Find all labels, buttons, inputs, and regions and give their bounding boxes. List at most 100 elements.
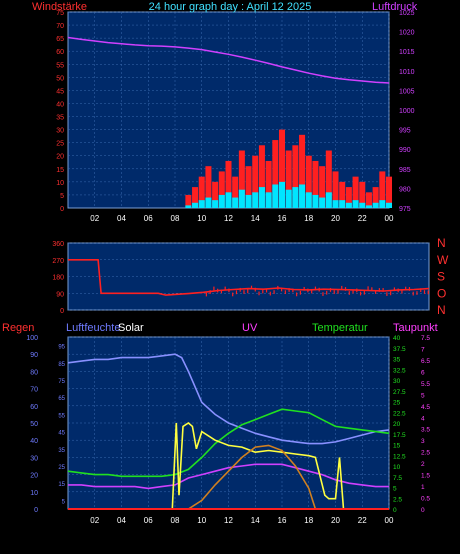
mean-wind-bar <box>325 192 332 208</box>
humidity-tick-label: 75 <box>58 379 65 385</box>
gust-bar <box>319 166 326 208</box>
mean-wind-bar <box>365 205 372 208</box>
x-tick-label: 02 <box>90 516 99 525</box>
luftfeuchte-label: Luftfeuchte <box>66 322 120 334</box>
mean-wind-bar <box>192 202 199 208</box>
humidity-tick-label: 25 <box>58 465 65 471</box>
mean-wind-bar <box>245 194 252 208</box>
gust-bar <box>379 171 386 208</box>
humidity-tick-label: 55 <box>58 413 65 419</box>
mean-wind-bar <box>252 192 259 208</box>
panel-3-left-ticks: 0 10 20 30 40 50 60 70 80 90 100 <box>26 335 38 514</box>
left-tick-label: 50 <box>56 75 64 82</box>
gust-bar <box>205 166 212 208</box>
humidity-tick-label: 5 <box>62 499 66 505</box>
uv-tick-label: 5 <box>421 392 425 399</box>
gust-bar <box>372 187 379 208</box>
gust-bar <box>212 181 219 208</box>
panel-1-right-ticks: 975 980 985 990 995 1000 1005 1010 1015 1020 1025 <box>399 10 415 213</box>
gust-bar <box>312 160 319 208</box>
left-tick-label: 100 <box>26 335 38 342</box>
x-tick-label: 04 <box>117 214 126 223</box>
temperature-tick-label: 32.5 <box>393 367 406 374</box>
left-tick-label: 90 <box>30 352 38 359</box>
panel-3-humidity-ticks: 5 15 25 35 45 55 65 75 85 95 <box>58 345 65 506</box>
right-tick-label: 1010 <box>399 69 415 76</box>
chart-title: 24 hour graph day : April 12 2025 <box>149 1 312 13</box>
temperature-tick-label: 15 <box>393 443 401 450</box>
gust-bar <box>385 176 393 208</box>
x-tick-label: 08 <box>171 214 180 223</box>
uv-tick-label: 5.5 <box>421 381 430 388</box>
temperature-tick-label: 5 <box>393 486 397 493</box>
x-tick-label: 00 <box>385 516 394 525</box>
gust-bar <box>185 194 192 208</box>
left-tick-label: 15 <box>56 167 64 174</box>
temperature-tick-label: 20 <box>393 421 401 428</box>
left-tick-label: 75 <box>56 10 64 17</box>
x-tick-label: 06 <box>144 214 153 223</box>
right-tick-label: 1020 <box>399 30 415 37</box>
gust-bar <box>345 187 352 208</box>
x-tick-label: 06 <box>144 516 153 525</box>
left-tick-label: 25 <box>56 141 64 148</box>
x-tick-label: 16 <box>278 214 287 223</box>
uv-tick-label: 0 <box>421 507 425 514</box>
gust-bar <box>359 181 366 208</box>
uv-tick-label: 0.5 <box>421 496 430 503</box>
uv-tick-label: 4.5 <box>421 404 430 411</box>
temperature-tick-label: 2.5 <box>393 496 402 503</box>
windstaerke-label: Windstärke <box>32 1 87 13</box>
temperature-tick-label: 12.5 <box>393 453 406 460</box>
compass-letter: N <box>437 236 446 250</box>
temperature-tick-label: 27.5 <box>393 389 406 396</box>
uv-tick-label: 6.5 <box>421 358 430 365</box>
humidity-tick-label: 65 <box>58 396 65 402</box>
left-tick-label: 20 <box>30 473 38 480</box>
right-tick-label: 1015 <box>399 49 415 56</box>
right-tick-label: 995 <box>399 128 411 135</box>
left-tick-label: 40 <box>30 438 38 445</box>
uv-tick-label: 6 <box>421 369 425 376</box>
mean-wind-bar <box>352 200 359 208</box>
panel-2-grid <box>68 242 429 311</box>
gust-bar <box>325 150 332 208</box>
x-tick-label: 22 <box>358 516 367 525</box>
mean-wind-bar <box>278 181 286 208</box>
panel-3-x-ticks: 02 04 06 08 10 12 14 16 18 20 22 00 <box>90 516 394 525</box>
gust-bar <box>245 166 252 208</box>
mean-wind-bar <box>238 189 245 208</box>
humidity-tick-label: 85 <box>58 362 65 368</box>
mean-wind-bar <box>225 192 232 208</box>
panel-3-marks <box>67 353 390 510</box>
compass-letter: W <box>437 253 449 267</box>
uv-tick-label: 3 <box>421 438 425 445</box>
gust-bar <box>332 171 339 208</box>
compass-letter: N <box>437 303 446 317</box>
luftfeuchte-line <box>67 353 390 445</box>
right-tick-label: 990 <box>399 147 411 154</box>
left-tick-label: 0 <box>60 308 64 315</box>
left-tick-label: 0 <box>34 507 38 514</box>
mean-wind-bar <box>345 202 352 208</box>
panel-3-uv-ticks: 0 0.5 1 1.5 2 2.5 3 3.5 4 4.5 5 5.5 6 6.5 7 7.5 <box>421 335 430 514</box>
left-tick-label: 360 <box>52 241 64 248</box>
compass-letter: O <box>437 286 446 300</box>
gust-bar <box>285 150 292 208</box>
panel-2-left-ticks: 0 90 180 270 360 <box>52 241 64 315</box>
panel-1-grid <box>68 11 390 208</box>
panel-1-x-ticks: 02 04 06 08 10 12 14 16 18 20 22 00 <box>90 214 394 223</box>
left-tick-label: 90 <box>56 291 64 298</box>
x-tick-label: 12 <box>224 214 233 223</box>
x-tick-label: 14 <box>251 214 260 223</box>
mean-wind-bar <box>198 200 205 208</box>
temperatur-line <box>67 408 390 478</box>
gust-bar <box>272 140 279 208</box>
x-tick-label: 18 <box>304 516 313 525</box>
mean-wind-bar <box>232 197 239 208</box>
x-tick-label: 18 <box>304 214 313 223</box>
mean-wind-bar <box>385 202 393 208</box>
mean-wind-bar <box>272 184 279 208</box>
regen-label: Regen <box>2 322 34 334</box>
